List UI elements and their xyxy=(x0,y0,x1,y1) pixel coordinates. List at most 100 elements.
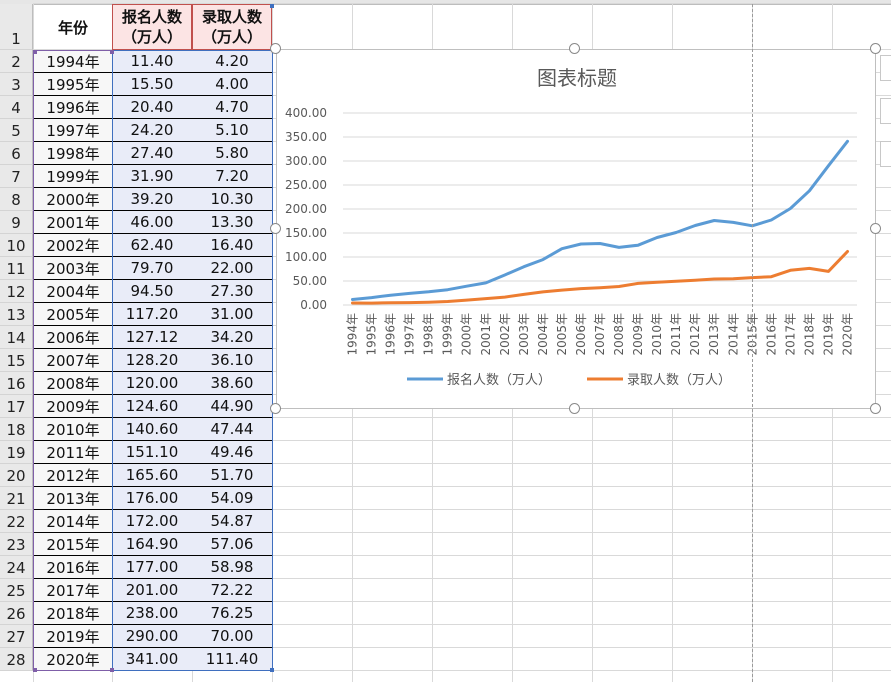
row-header[interactable]: 9 xyxy=(0,211,33,234)
chart-resize-handle[interactable] xyxy=(569,43,580,54)
applicants-cell[interactable]: 341.00 xyxy=(112,648,192,671)
applicants-cell[interactable]: 201.00 xyxy=(112,579,192,602)
row-header[interactable]: 10 xyxy=(0,234,33,257)
admitted-cell[interactable]: 54.09 xyxy=(192,487,272,510)
admitted-cell[interactable]: 13.30 xyxy=(192,211,272,234)
row-header[interactable]: 16 xyxy=(0,372,33,395)
row-header[interactable]: 23 xyxy=(0,533,33,556)
year-cell[interactable]: 2000年 xyxy=(34,188,112,211)
row-header[interactable]: 5 xyxy=(0,119,33,142)
header-year[interactable]: 年份 xyxy=(57,18,88,37)
applicants-cell[interactable]: 117.20 xyxy=(112,303,192,326)
year-cell[interactable]: 2016年 xyxy=(34,556,112,579)
year-cell[interactable]: 1999年 xyxy=(34,165,112,188)
year-cell[interactable]: 1998年 xyxy=(34,142,112,165)
year-cell[interactable]: 1995年 xyxy=(34,73,112,96)
applicants-cell[interactable]: 176.00 xyxy=(112,487,192,510)
applicants-cell[interactable]: 172.00 xyxy=(112,510,192,533)
applicants-cell[interactable]: 31.90 xyxy=(112,165,192,188)
admitted-cell[interactable]: 16.40 xyxy=(192,234,272,257)
admitted-cell[interactable]: 51.70 xyxy=(192,464,272,487)
year-cell[interactable]: 2018年 xyxy=(34,602,112,625)
legend-label[interactable]: 录取人数（万人） xyxy=(627,373,731,388)
line-chart[interactable]: 图表标题 0.00 50.00 100.00 150.00 200.00 250.00 300… xyxy=(276,49,876,409)
series-line-admitted[interactable] xyxy=(351,250,849,305)
applicants-cell[interactable]: 127.12 xyxy=(112,326,192,349)
range-handle[interactable] xyxy=(110,50,114,54)
admitted-cell[interactable]: 4.70 xyxy=(192,96,272,119)
applicants-cell[interactable]: 62.40 xyxy=(112,234,192,257)
year-cell[interactable]: 2007年 xyxy=(34,349,112,372)
row-header[interactable]: 8 xyxy=(0,188,33,211)
applicants-cell[interactable]: 177.00 xyxy=(112,556,192,579)
row-header[interactable]: 25 xyxy=(0,579,33,602)
chart-resize-handle[interactable] xyxy=(870,43,881,54)
range-handle[interactable] xyxy=(33,668,37,672)
legend-label[interactable]: 报名人数（万人） xyxy=(447,372,551,388)
chart-resize-handle[interactable] xyxy=(270,223,281,234)
row-header[interactable]: 14 xyxy=(0,326,33,349)
year-cell[interactable]: 2003年 xyxy=(34,257,112,280)
year-cell[interactable]: 1997年 xyxy=(34,119,112,142)
row-header[interactable]: 4 xyxy=(0,96,33,119)
series-line-applicants[interactable] xyxy=(351,139,849,301)
header-applicants[interactable]: 报名人数 （万人） xyxy=(112,4,192,50)
row-header[interactable]: 22 xyxy=(0,510,33,533)
year-cell[interactable]: 2012年 xyxy=(34,464,112,487)
year-cell[interactable]: 2006年 xyxy=(34,326,112,349)
admitted-cell[interactable]: 111.40 xyxy=(192,648,272,671)
chart-resize-handle[interactable] xyxy=(870,223,881,234)
row-header[interactable]: 15 xyxy=(0,349,33,372)
admitted-cell[interactable]: 54.87 xyxy=(192,510,272,533)
row-header[interactable]: 28 xyxy=(0,648,33,671)
applicants-cell[interactable]: 140.60 xyxy=(112,418,192,441)
year-cell[interactable]: 2002年 xyxy=(34,234,112,257)
year-cell[interactable]: 2011年 xyxy=(34,441,112,464)
year-cell[interactable]: 1996年 xyxy=(34,96,112,119)
admitted-cell[interactable]: 27.30 xyxy=(192,280,272,303)
range-handle[interactable] xyxy=(110,668,114,672)
admitted-cell[interactable]: 57.06 xyxy=(192,533,272,556)
applicants-cell[interactable]: 46.00 xyxy=(112,211,192,234)
year-cell[interactable]: 2017年 xyxy=(34,579,112,602)
applicants-cell[interactable]: 120.00 xyxy=(112,372,192,395)
chart-elements-button[interactable] xyxy=(880,55,891,81)
range-handle[interactable] xyxy=(270,668,274,672)
admitted-cell[interactable]: 4.20 xyxy=(192,50,272,73)
year-cell[interactable]: 2005年 xyxy=(34,303,112,326)
admitted-cell[interactable]: 76.25 xyxy=(192,602,272,625)
row-header[interactable]: 2 xyxy=(0,50,33,73)
chart-resize-handle[interactable] xyxy=(270,403,281,414)
chart-resize-handle[interactable] xyxy=(270,43,281,54)
applicants-cell[interactable]: 27.40 xyxy=(112,142,192,165)
admitted-cell[interactable]: 10.30 xyxy=(192,188,272,211)
chart-resize-handle[interactable] xyxy=(870,403,881,414)
admitted-cell[interactable]: 34.20 xyxy=(192,326,272,349)
admitted-cell[interactable]: 5.10 xyxy=(192,119,272,142)
range-handle[interactable] xyxy=(33,50,37,54)
chart-title[interactable]: 图表标题 xyxy=(537,66,617,90)
admitted-cell[interactable]: 38.60 xyxy=(192,372,272,395)
year-cell[interactable]: 2015年 xyxy=(34,533,112,556)
chart-styles-button[interactable] xyxy=(880,98,891,124)
year-cell[interactable]: 2004年 xyxy=(34,280,112,303)
admitted-cell[interactable]: 72.22 xyxy=(192,579,272,602)
row-header[interactable]: 18 xyxy=(0,418,33,441)
applicants-cell[interactable]: 94.50 xyxy=(112,280,192,303)
row-header[interactable]: 21 xyxy=(0,487,33,510)
applicants-cell[interactable]: 15.50 xyxy=(112,73,192,96)
applicants-cell[interactable]: 290.00 xyxy=(112,625,192,648)
admitted-cell[interactable]: 47.44 xyxy=(192,418,272,441)
row-header[interactable]: 26 xyxy=(0,602,33,625)
header-admitted[interactable]: 录取人数 （万人） xyxy=(192,4,272,50)
admitted-cell[interactable]: 7.20 xyxy=(192,165,272,188)
admitted-cell[interactable]: 5.80 xyxy=(192,142,272,165)
row-header[interactable]: 7 xyxy=(0,165,33,188)
column-header-strip[interactable] xyxy=(0,0,891,5)
year-cell[interactable]: 1994年 xyxy=(34,50,112,73)
admitted-cell[interactable]: 58.98 xyxy=(192,556,272,579)
applicants-cell[interactable]: 124.60 xyxy=(112,395,192,418)
chart-filters-button[interactable] xyxy=(880,141,891,167)
applicants-cell[interactable]: 165.60 xyxy=(112,464,192,487)
